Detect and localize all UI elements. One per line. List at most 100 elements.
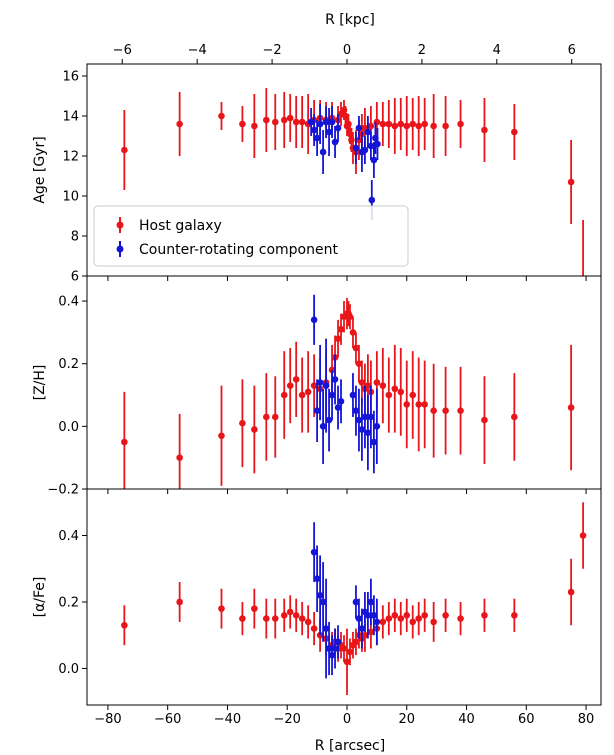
point-host <box>511 611 518 619</box>
point-counter <box>319 148 327 156</box>
point-host <box>286 382 294 389</box>
series-counter-panel2 <box>310 522 381 679</box>
point-counter <box>355 615 363 622</box>
point-host <box>251 122 258 130</box>
x-tick-label: 0 <box>343 712 351 727</box>
point-host <box>239 615 246 622</box>
point-host <box>481 416 488 424</box>
y-tick-label: 0.2 <box>58 595 79 610</box>
point-counter <box>313 575 321 583</box>
point-host <box>409 618 417 626</box>
point-counter <box>367 598 375 606</box>
legend: Host galaxy Counter-rotating component <box>93 205 409 267</box>
y-tick-label: 16 <box>62 70 79 85</box>
point-counter <box>319 598 327 606</box>
point-host <box>442 407 449 414</box>
point-host <box>373 379 381 386</box>
x-axis-label: R [arcsec] <box>315 738 385 754</box>
point-host <box>367 628 375 636</box>
point-counter <box>328 651 336 659</box>
point-counter <box>352 144 360 152</box>
point-host <box>280 611 288 619</box>
point-host <box>292 118 300 126</box>
point-host <box>121 146 128 154</box>
point-counter <box>325 128 333 136</box>
y-tick-label: 8 <box>71 230 79 245</box>
point-host <box>334 335 342 342</box>
point-host <box>567 404 575 411</box>
point-counter <box>364 429 372 436</box>
point-counter <box>337 397 345 405</box>
y-tick-label: 0.0 <box>58 420 79 435</box>
top-axis-label: R [kpc] <box>325 12 375 28</box>
point-counter <box>334 638 342 646</box>
point-counter <box>316 592 324 599</box>
point-counter <box>328 118 336 126</box>
point-host <box>442 122 449 130</box>
point-counter <box>367 142 375 150</box>
point-host <box>567 178 575 186</box>
point-host <box>415 615 423 622</box>
point-host <box>292 376 300 383</box>
y-tick-label: −0.2 <box>47 483 79 498</box>
point-host <box>580 281 587 288</box>
point-host <box>397 388 405 396</box>
point-counter <box>322 382 330 389</box>
point-host <box>430 618 437 626</box>
y-tick-label: 14 <box>62 110 79 125</box>
point-host <box>352 344 360 352</box>
point-host <box>292 611 300 619</box>
x-tick-label: 20 <box>398 712 415 727</box>
point-counter <box>322 625 330 632</box>
point-host <box>337 325 345 333</box>
point-host <box>176 598 183 606</box>
y-tick-label: 12 <box>62 150 79 165</box>
point-counter <box>310 316 318 324</box>
point-host <box>239 120 246 128</box>
point-host <box>280 116 288 124</box>
point-host <box>263 116 270 124</box>
point-counter <box>364 611 372 619</box>
point-host <box>511 128 518 136</box>
series-counter-panel1 <box>310 294 381 474</box>
point-host <box>280 391 288 399</box>
point-host <box>286 608 294 616</box>
point-host <box>239 419 246 427</box>
point-host <box>304 388 312 396</box>
point-counter <box>331 645 339 652</box>
point-host <box>415 401 423 408</box>
point-counter <box>319 423 327 430</box>
x-tick-label: 80 <box>578 712 595 727</box>
point-host <box>391 122 399 130</box>
y-tick-label: 0.2 <box>58 357 79 372</box>
point-counter <box>370 438 378 446</box>
x-tick-label: −40 <box>214 712 241 727</box>
point-host <box>421 611 428 619</box>
point-counter <box>374 140 381 148</box>
point-host <box>421 120 428 128</box>
point-counter <box>313 407 321 414</box>
point-host <box>271 413 279 421</box>
point-counter <box>328 391 336 399</box>
point-host <box>442 611 449 619</box>
point-host <box>218 605 225 612</box>
series-host-panel1 <box>121 297 575 489</box>
point-host <box>409 391 417 399</box>
top-tick-label: −4 <box>188 43 207 58</box>
point-host <box>403 611 411 619</box>
point-host <box>271 615 279 622</box>
top-tick-label: 2 <box>418 43 426 58</box>
point-host <box>263 615 270 622</box>
point-counter <box>373 618 381 626</box>
point-host <box>403 401 411 408</box>
data-group <box>121 88 587 696</box>
legend-marker-counter <box>116 245 124 253</box>
top-tick-label: −2 <box>262 43 281 58</box>
point-host <box>397 615 405 622</box>
point-host <box>218 432 225 440</box>
x-tick-label: 40 <box>458 712 475 727</box>
top-tick-label: 6 <box>568 43 576 58</box>
point-host <box>415 122 423 130</box>
point-host <box>367 122 375 130</box>
y-axis-label: [Z/H] <box>32 365 48 401</box>
